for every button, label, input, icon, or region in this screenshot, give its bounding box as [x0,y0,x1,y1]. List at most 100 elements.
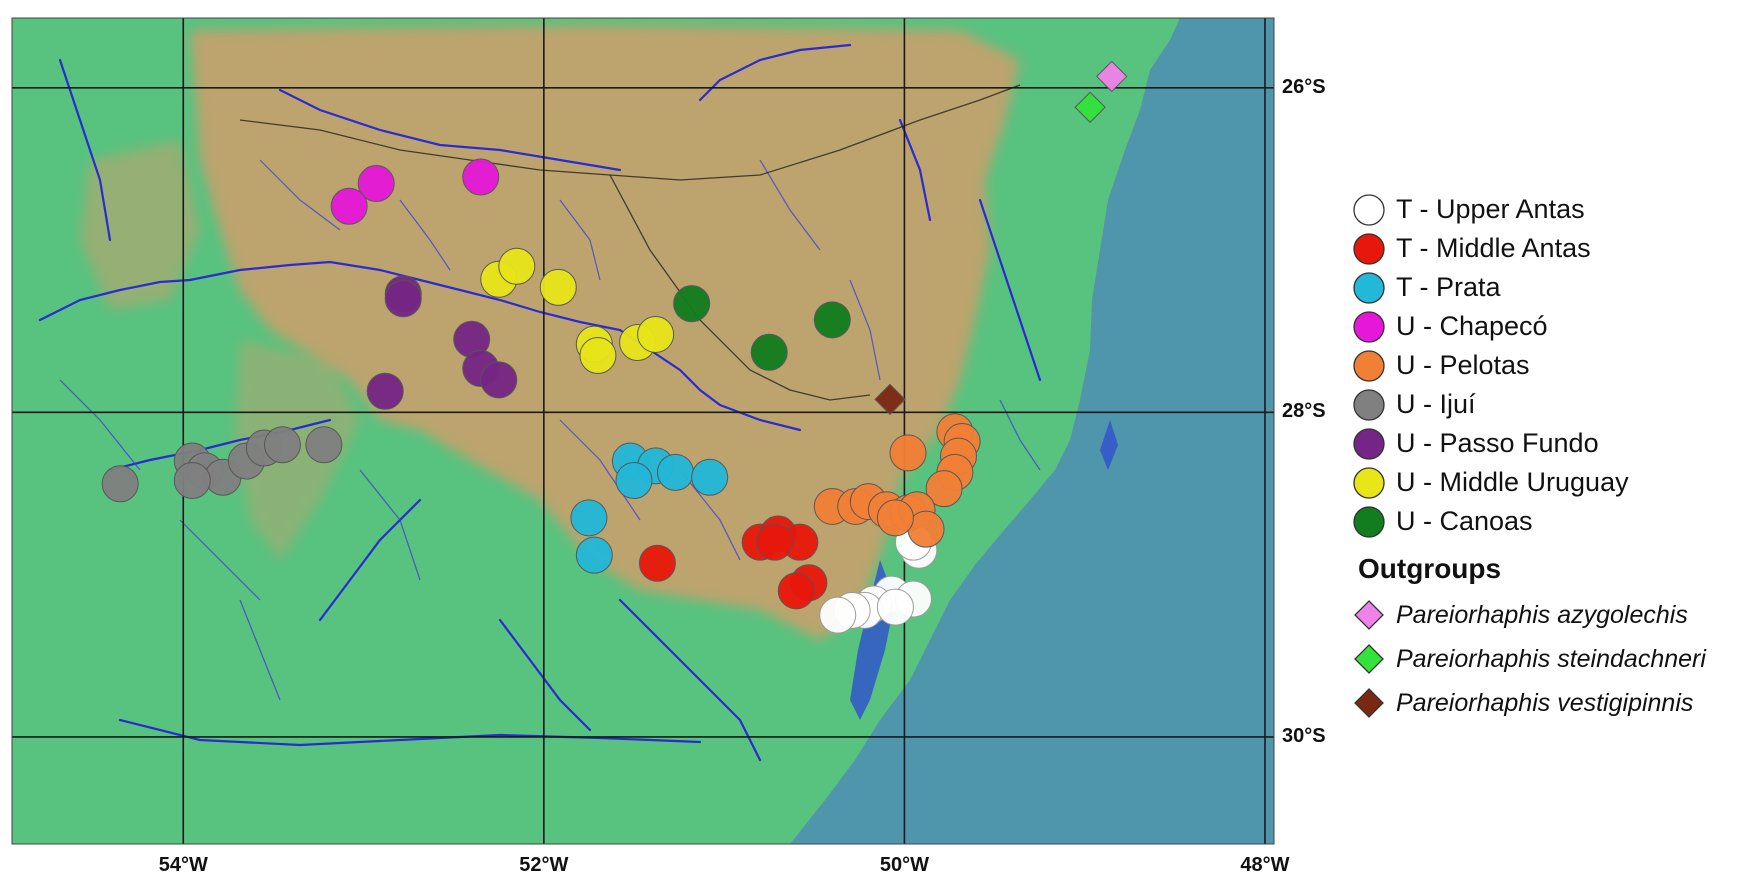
legend-label: T - Prata [1396,272,1501,302]
outgroup-marker [874,383,906,416]
population-marker [539,268,577,306]
population-marker [173,461,211,499]
population-marker [637,315,675,353]
series-1-markers [638,515,828,610]
population-marker [638,544,676,582]
longitude-label: 54°W [158,854,208,876]
population-marker [101,465,139,503]
legend-item: Pareiorhaphis steindachneri [1352,637,1747,681]
legend-label: U - Chapecó [1396,311,1548,341]
legend-circle-swatch [1353,271,1385,304]
longitude-label: 50°W [879,854,929,876]
latitude-label: 26°S [1282,75,1326,98]
series-7-markers [480,247,675,375]
population-marker [813,301,851,339]
legend: T - Upper Antas T - Middle Antas T - Prata… [1352,190,1747,725]
legend-populations: T - Upper Antas T - Middle Antas T - Prata… [1352,190,1747,541]
latitude-label: 28°S [1282,400,1326,423]
population-marker [777,572,815,610]
population-marker [480,361,518,399]
series-0-markers [819,523,938,634]
legend-label: Pareiorhaphis azygolechis [1396,600,1688,629]
population-marker [305,426,343,464]
population-marker [876,499,914,537]
series-6-markers [366,275,518,410]
population-marker [384,280,422,318]
population-marker [889,434,927,472]
legend-diamond-swatch [1354,644,1384,674]
series-2-markers [570,442,729,574]
longitude-label: 48°W [1240,854,1290,876]
legend-label: Pareiorhaphis vestigipinnis [1396,688,1694,717]
population-marker [876,588,914,626]
population-marker [819,596,857,634]
legend-item: Pareiorhaphis azygolechis [1352,593,1747,637]
legend-diamond-swatch [1354,600,1384,630]
longitude-label: 52°W [519,854,569,876]
legend-label: U - Middle Uruguay [1396,467,1629,497]
rivers [38,43,1042,762]
graticule [12,18,1274,844]
legend-item: U - Passo Fundo [1352,424,1747,463]
series-9-markers [1096,60,1128,93]
population-marker [575,536,613,574]
population-marker [691,458,729,496]
legend-label: T - Middle Antas [1396,233,1591,263]
population-marker [570,499,608,537]
population-marker [357,165,395,203]
population-marker [579,337,617,375]
rivers-minor [59,159,1041,701]
population-marker [673,285,711,323]
legend-label: U - Ijuí [1396,389,1476,419]
legend-circle-swatch [1353,388,1385,421]
legend-circle-swatch [1353,505,1385,538]
legend-circle-swatch [1353,310,1385,343]
legend-item: U - Pelotas [1352,346,1747,385]
legend-label: T - Upper Antas [1396,194,1585,224]
legend-label: Pareiorhaphis steindachneri [1396,644,1706,673]
population-marker [656,453,694,491]
legend-circle-swatch [1353,349,1385,382]
legend-circle-swatch [1353,232,1385,265]
legend-circle-swatch [1353,427,1385,460]
population-marker [263,426,301,464]
legend-label: U - Passo Fundo [1396,428,1599,458]
legend-item: Pareiorhaphis vestigipinnis [1352,681,1747,725]
state-borders [239,84,1021,401]
population-marker [498,247,536,285]
legend-item: U - Middle Uruguay [1352,463,1747,502]
legend-outgroups-heading: Outgroups [1358,553,1502,584]
population-marker [366,372,404,410]
series-3-markers [330,158,500,225]
series-11-markers [874,383,906,416]
population-marker [925,470,963,508]
legend-label: U - Pelotas [1396,350,1530,380]
latitude-label: 30°S [1282,724,1326,747]
legend-item: U - Chapecó [1352,307,1747,346]
legend-item: T - Upper Antas [1352,190,1747,229]
legend-item: T - Middle Antas [1352,229,1747,268]
legend-item: T - Prata [1352,268,1747,307]
outgroup-marker [1074,91,1106,123]
legend-circle-swatch [1353,466,1385,499]
population-marker [750,333,788,371]
legend-circle-swatch [1353,193,1385,226]
map-frame [11,17,1275,845]
population-marker [756,523,794,561]
legend-outgroups: Pareiorhaphis azygolechis Pareiorhaphis s… [1352,593,1747,725]
legend-diamond-swatch [1354,688,1384,718]
legend-label: U - Canoas [1396,506,1533,536]
series-8-markers [673,285,851,371]
land-highland-patch [80,140,200,310]
population-marker [330,187,368,225]
population-marker [615,461,653,499]
legend-item: U - Canoas [1352,502,1747,541]
series-5-markers [101,426,343,503]
series-10-markers [1074,91,1106,123]
series-4-markers [813,413,981,548]
markers [101,60,1128,634]
population-marker [462,158,500,196]
legend-item: U - Ijuí [1352,385,1747,424]
outgroup-marker [1096,60,1128,93]
